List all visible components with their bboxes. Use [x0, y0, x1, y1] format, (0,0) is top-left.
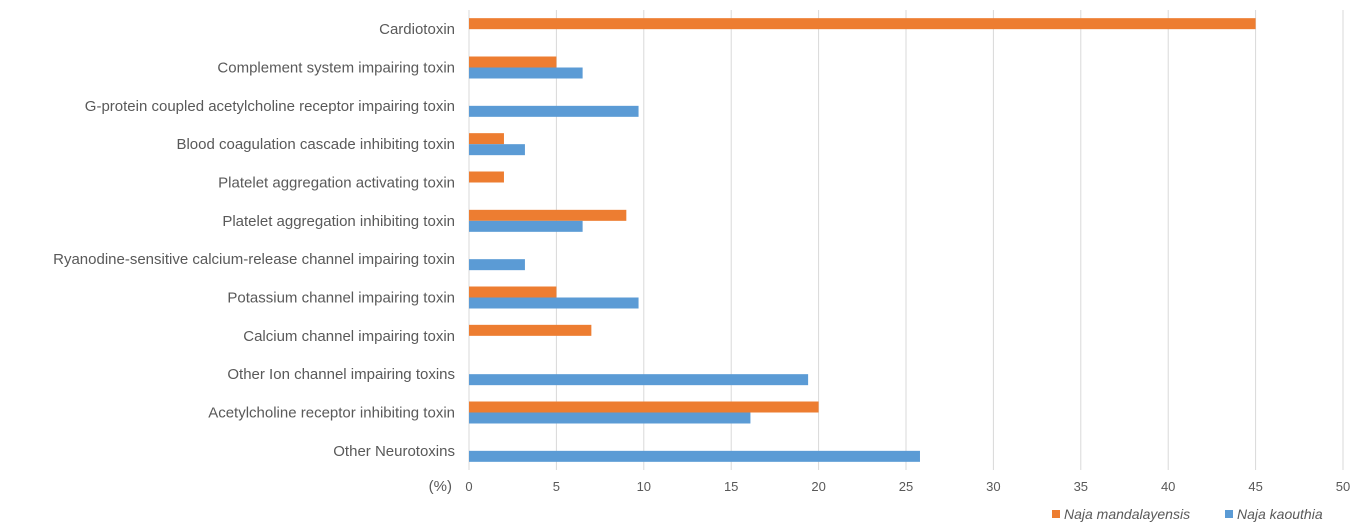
- bar-kaouthia: [469, 259, 525, 271]
- bar-mandalayensis: [469, 171, 504, 183]
- category-label: Platelet aggregation activating toxin: [218, 175, 455, 192]
- category-label: Cardiotoxin: [379, 21, 455, 38]
- bar-mandalayensis: [469, 286, 557, 298]
- bar-mandalayensis: [469, 18, 1256, 30]
- bar-kaouthia: [469, 144, 525, 156]
- x-axis-unit-label: (%): [429, 478, 452, 495]
- bar-kaouthia: [469, 412, 751, 424]
- category-label: Other Neurotoxins: [333, 443, 455, 460]
- gridlines: [468, 10, 1344, 470]
- bar-mandalayensis: [469, 133, 504, 145]
- bar-kaouthia: [469, 105, 639, 117]
- category-label: Ryanodine-sensitive calcium-release chan…: [53, 251, 455, 268]
- category-label: Potassium channel impairing toxin: [227, 290, 455, 307]
- category-label: Complement system impairing toxin: [217, 60, 455, 77]
- x-tick-label: 45: [1248, 479, 1262, 494]
- x-tick-label: 50: [1336, 479, 1350, 494]
- bar-kaouthia: [469, 67, 583, 79]
- bar-kaouthia: [469, 297, 639, 309]
- x-axis-ticks: 0 5 10 15 20 25 30 35 40 45 50: [465, 479, 1350, 494]
- x-tick-label: 15: [724, 479, 738, 494]
- legend-swatch: [1052, 510, 1060, 518]
- category-labels: Cardiotoxin Complement system impairing t…: [53, 21, 455, 460]
- bar-mandalayensis: [469, 324, 592, 336]
- bar-kaouthia: [469, 220, 583, 232]
- x-tick-label: 35: [1074, 479, 1088, 494]
- bars: [469, 18, 1256, 462]
- category-label: G-protein coupled acetylcholine receptor…: [85, 98, 455, 115]
- legend: Naja mandalayensis Naja kaouthia: [1052, 506, 1323, 522]
- bar-mandalayensis: [469, 56, 557, 68]
- category-label: Blood coagulation cascade inhibiting tox…: [176, 136, 455, 153]
- bar-kaouthia: [469, 450, 920, 462]
- x-tick-label: 30: [986, 479, 1000, 494]
- x-tick-label: 5: [553, 479, 560, 494]
- bar-mandalayensis: [469, 209, 627, 221]
- x-tick-label: 25: [899, 479, 913, 494]
- bar-mandalayensis: [469, 401, 819, 413]
- category-label: Acetylcholine receptor inhibiting toxin: [208, 405, 455, 422]
- x-tick-label: 40: [1161, 479, 1175, 494]
- x-tick-label: 0: [465, 479, 472, 494]
- legend-swatch: [1225, 510, 1233, 518]
- category-label: Platelet aggregation inhibiting toxin: [222, 213, 455, 230]
- category-label: Calcium channel impairing toxin: [243, 328, 455, 345]
- category-label: Other Ion channel impairing toxins: [227, 366, 455, 383]
- legend-label: Naja kaouthia: [1237, 506, 1323, 522]
- x-tick-label: 10: [637, 479, 651, 494]
- bar-kaouthia: [469, 374, 809, 386]
- legend-label: Naja mandalayensis: [1064, 506, 1190, 522]
- x-tick-label: 20: [811, 479, 825, 494]
